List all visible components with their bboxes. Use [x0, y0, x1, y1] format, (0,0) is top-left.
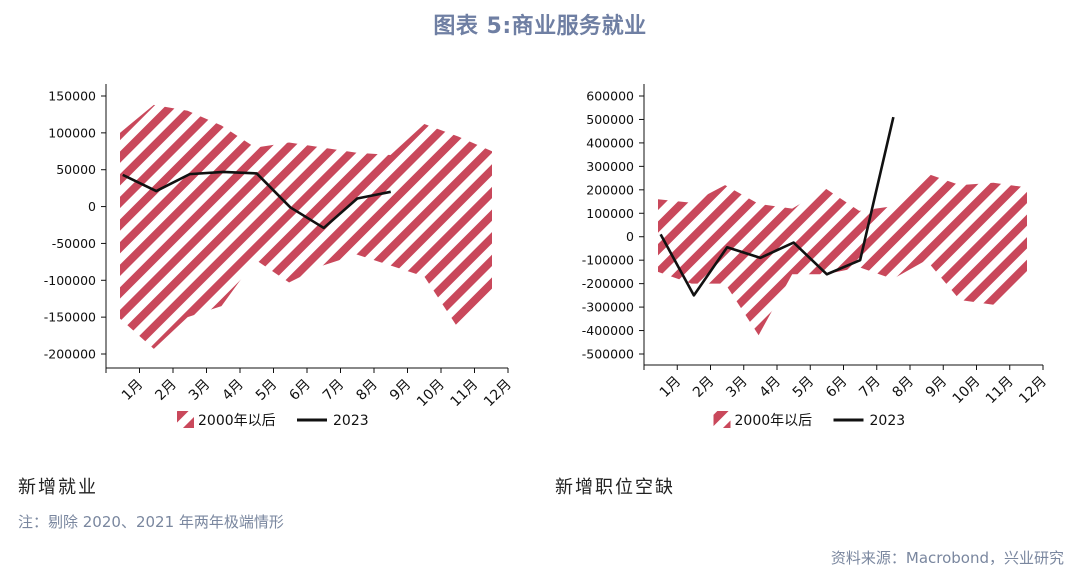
y-tick-label: 0: [626, 229, 634, 244]
x-tick-label: 11月: [983, 373, 1017, 407]
x-tick-label: 11月: [448, 376, 482, 410]
footnote: 注：剔除 2020、2021 年两年极端情形: [18, 513, 284, 531]
x-tick-label: 10月: [950, 373, 984, 407]
y-tick-label: 50000: [56, 162, 96, 177]
x-tick-label: 1月: [657, 373, 685, 401]
series-2023-line: [659, 116, 895, 297]
chart1-caption: 新增就业: [18, 477, 98, 498]
x-tick-label: 4月: [756, 373, 784, 401]
x-tick-label: 10月: [414, 376, 448, 410]
x-tick-label: 7月: [856, 373, 884, 401]
y-tick-label: -200000: [582, 276, 634, 291]
y-tick-label: 150000: [48, 89, 96, 104]
y-tick-label: 200000: [586, 182, 634, 197]
y-tick-label: 400000: [586, 135, 634, 150]
legend: 2000年以后 2023: [713, 411, 906, 429]
x-tick-label: 5月: [790, 373, 818, 401]
range-band-area: [658, 173, 1027, 336]
legend-label-band: 2000年以后: [198, 413, 276, 429]
x-tick-label: 6月: [286, 376, 314, 404]
figure-title: 图表 5:商业服务就业: [433, 14, 647, 39]
legend-swatch-band: [713, 411, 731, 428]
legend-label-2023: 2023: [870, 413, 906, 429]
x-tick-label: 12月: [1016, 373, 1050, 407]
new-employment-chart: 150000 100000 50000 0 -50000 -100000 -150000 -2…: [44, 84, 515, 429]
chart2-caption: 新增职位空缺: [555, 477, 675, 498]
x-tick-label: 2月: [690, 373, 718, 401]
y-tick-label: -200000: [44, 347, 96, 362]
series-2023-line: [122, 170, 392, 230]
x-tick-label: 7月: [320, 376, 348, 404]
legend-swatch-band: [177, 411, 194, 428]
x-tick-label: 8月: [353, 376, 381, 404]
x-tick-label: 6月: [823, 373, 851, 401]
legend: 2000年以后 2023: [177, 411, 369, 429]
y-tick-label: 100000: [586, 206, 634, 221]
y-tick-label: -100000: [582, 253, 634, 268]
y-tick-label: 100000: [48, 125, 96, 140]
y-tick-label: 600000: [586, 89, 634, 104]
source-line: 资料来源：Macrobond，兴业研究: [830, 549, 1064, 567]
x-tick-label: 1月: [119, 376, 147, 404]
y-tick-label: 500000: [586, 112, 634, 127]
x-tick-label: 9月: [387, 376, 415, 404]
y-tick-label: -150000: [44, 310, 96, 325]
y-tick-label: -50000: [52, 236, 96, 251]
x-tick-label: 3月: [723, 373, 751, 401]
x-tick-label: 4月: [219, 376, 247, 404]
y-tick-label: -400000: [582, 323, 634, 338]
y-tick-label: -300000: [582, 300, 634, 315]
y-tick-label: 300000: [586, 159, 634, 174]
y-tick-label: 0: [88, 199, 96, 214]
x-tick-label: 5月: [253, 376, 281, 404]
x-tick-label: 3月: [186, 376, 214, 404]
range-band-area: [120, 104, 492, 349]
x-tick-label: 8月: [889, 373, 917, 401]
y-tick-label: -100000: [44, 273, 96, 288]
legend-label-band: 2000年以后: [735, 413, 813, 429]
legend-label-2023: 2023: [333, 413, 369, 429]
x-tick-label: 9月: [923, 373, 951, 401]
x-tick-label: 12月: [481, 376, 515, 410]
x-tick-label: 2月: [152, 376, 180, 404]
new-job-openings-chart: 600000 500000 400000 300000 200000 100000 0 -10…: [582, 84, 1050, 429]
y-tick-label: -500000: [582, 347, 634, 362]
